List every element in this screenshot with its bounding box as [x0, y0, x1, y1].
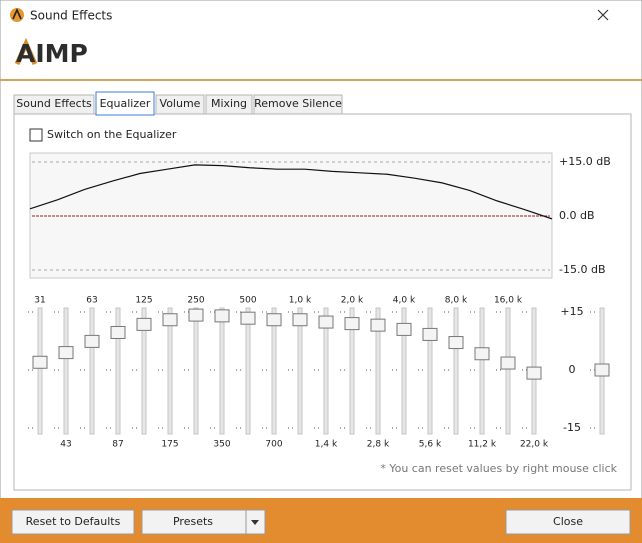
slider-thumb[interactable] — [292, 313, 308, 327]
slider-thumb[interactable] — [448, 336, 464, 350]
note: * You can reset values by right mouse cl… — [380, 462, 617, 475]
band-label: 63 — [86, 296, 97, 306]
slider-track — [297, 307, 303, 435]
slider-track — [37, 307, 43, 435]
slider-thumb[interactable] — [396, 322, 412, 336]
slider-track — [271, 307, 277, 435]
slider-thumb[interactable] — [32, 355, 48, 369]
band-label: 250 — [187, 296, 204, 306]
logo-text: AIMP — [16, 39, 88, 68]
tab-label: Remove Silence — [254, 97, 342, 110]
slider-thumb[interactable] — [318, 315, 334, 329]
slider-thumb[interactable] — [594, 363, 610, 377]
slider-track — [479, 307, 485, 435]
band-label: 43 — [60, 440, 71, 450]
graph-tick-label: +15.0 dB — [559, 155, 611, 168]
slider-track — [115, 307, 121, 435]
window-title: Sound Effects — [30, 9, 112, 23]
close-button-label: Close — [553, 515, 583, 528]
presets-button[interactable] — [141, 509, 266, 535]
graph-tick-label: -15.0 dB — [559, 263, 606, 276]
slider-thumb[interactable] — [84, 334, 100, 348]
slider-thumb[interactable] — [188, 308, 204, 322]
checkbox-label[interactable]: Switch on the Equalizer — [47, 128, 177, 141]
slider-track — [401, 307, 407, 435]
tab[interactable] — [13, 94, 95, 115]
band-label: 125 — [135, 296, 152, 306]
slider-track — [375, 307, 381, 435]
slider-track — [505, 307, 511, 435]
band-label: 87 — [112, 440, 123, 450]
band-label: 8,0 k — [445, 296, 468, 306]
band-label: 700 — [265, 440, 282, 450]
slider-thumb[interactable] — [526, 366, 542, 380]
tab[interactable] — [205, 94, 253, 115]
checkbox[interactable] — [29, 128, 43, 142]
eq-curve — [29, 164, 553, 220]
app-icon-mark — [12, 8, 22, 20]
slider-thumb[interactable] — [474, 347, 490, 361]
slider-thumb[interactable] — [214, 309, 230, 323]
scale-tick-label: 0 — [569, 363, 576, 376]
tab-label: Volume — [160, 97, 201, 110]
band-label: 11,2 k — [468, 440, 497, 450]
band-label: 175 — [161, 440, 178, 450]
band-label: 22,0 k — [520, 440, 549, 450]
slider-thumb[interactable] — [136, 317, 152, 331]
band-label: 4,0 k — [393, 296, 416, 306]
header-rule — [0, 79, 642, 81]
logo-mark — [14, 37, 38, 66]
tab[interactable] — [155, 94, 205, 115]
band-label: 500 — [239, 296, 256, 306]
slider-track — [219, 307, 225, 435]
tab-label: Sound Effects — [16, 97, 92, 110]
band-label: 1,0 k — [289, 296, 312, 306]
tab-label: Equalizer — [100, 97, 151, 110]
slider-thumb[interactable] — [344, 317, 360, 331]
slider-thumb[interactable] — [58, 346, 74, 360]
slider-thumb[interactable] — [370, 318, 386, 332]
slider-track — [89, 307, 95, 435]
presets-button-label: Presets — [173, 515, 213, 528]
slider-thumb[interactable] — [422, 327, 438, 341]
slider-thumb[interactable] — [110, 325, 126, 339]
band-label: 1,4 k — [315, 440, 338, 450]
slider-thumb[interactable] — [162, 313, 178, 327]
band-label: 350 — [213, 440, 230, 450]
slider-track — [323, 307, 329, 435]
tab[interactable] — [95, 91, 155, 116]
band-label: 2,0 k — [341, 296, 364, 306]
reset-button-label: Reset to Defaults — [26, 515, 121, 528]
slider-thumb[interactable] — [266, 313, 282, 327]
reset-button[interactable] — [11, 509, 135, 535]
presets-dropdown[interactable] — [251, 520, 259, 525]
tab-label: Mixing — [211, 97, 247, 110]
slider-thumb[interactable] — [500, 356, 516, 370]
slider-track — [245, 307, 251, 435]
scale-tick-label: -15 — [563, 421, 581, 434]
band-label: 16,0 k — [494, 296, 523, 306]
slider-track — [141, 307, 147, 435]
band-label: 31 — [34, 296, 45, 306]
scale-tick-label: +15 — [560, 305, 583, 318]
slider-track — [63, 307, 69, 435]
close-button[interactable] — [505, 509, 631, 535]
band-label: 5,6 k — [419, 440, 442, 450]
slider-track — [453, 307, 459, 435]
slider-track — [193, 307, 199, 435]
slider-track — [349, 307, 355, 435]
tab[interactable] — [253, 94, 343, 115]
band-label: 2,8 k — [367, 440, 390, 450]
slider-track — [427, 307, 433, 435]
close-icon[interactable] — [597, 9, 609, 21]
slider-thumb[interactable] — [240, 311, 256, 325]
slider-track — [167, 307, 173, 435]
graph-tick-label: 0.0 dB — [559, 209, 595, 222]
